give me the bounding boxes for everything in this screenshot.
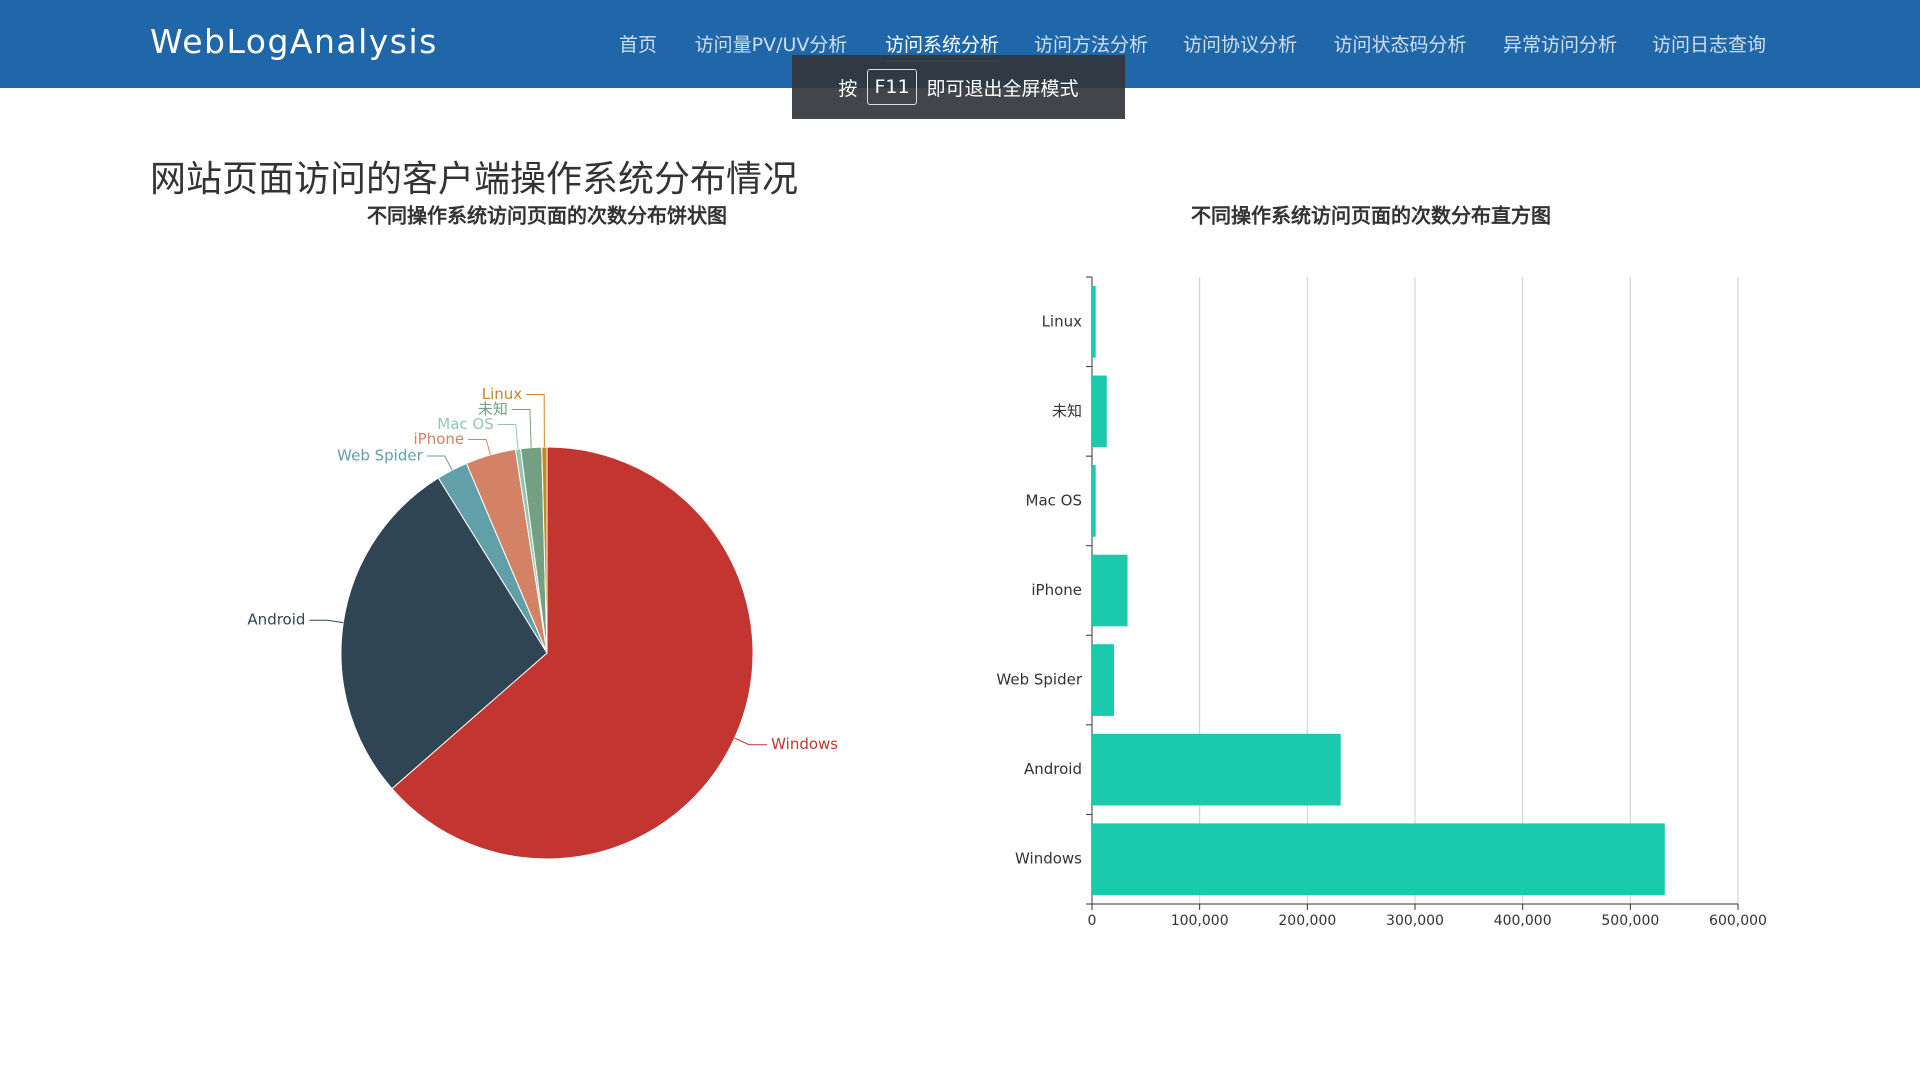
bar (1092, 465, 1096, 537)
y-tick-label: Web Spider (996, 671, 1082, 689)
bar (1092, 823, 1665, 896)
y-tick-label: Linux (1042, 312, 1083, 330)
pie-label: Android (247, 611, 305, 629)
pie-label: Web Spider (337, 446, 423, 464)
pie-slice (391, 446, 754, 860)
x-tick-label: 200,000 (1278, 913, 1336, 929)
nav-item[interactable]: 访问日志查询 (1651, 34, 1767, 56)
y-tick-label: Mac OS (1026, 491, 1082, 509)
hint-text: 按 (838, 77, 858, 100)
pie-label: 未知 (478, 400, 508, 418)
nav-item[interactable]: 访问状态码分析 (1333, 34, 1467, 56)
bar (1092, 644, 1115, 716)
label-line (511, 409, 532, 448)
pie-slice (340, 477, 548, 790)
x-tick-label: 400,000 (1494, 913, 1552, 929)
label-line (497, 424, 519, 450)
chart-title: 不同操作系统访问页面的次数分布直方图 (1191, 204, 1551, 228)
nav-item[interactable]: 异常访问分析 (1502, 34, 1618, 56)
pie-label: Mac OS (437, 415, 493, 433)
label-line (309, 619, 344, 624)
nav-item[interactable]: 访问协议分析 (1182, 34, 1298, 56)
y-tick-label: 未知 (1052, 402, 1082, 420)
x-tick-label: 100,000 (1171, 913, 1229, 929)
hint-text: 即可退出全屏模式 (926, 77, 1079, 100)
bar (1092, 375, 1107, 448)
chart-title: 不同操作系统访问页面的次数分布饼状图 (367, 204, 727, 228)
page-title: 网站页面访问的客户端操作系统分布情况 (150, 159, 799, 200)
bar (1092, 733, 1341, 806)
pie-label: iPhone (413, 430, 464, 448)
x-tick-label: 600,000 (1709, 913, 1767, 929)
label-line (426, 455, 453, 471)
x-tick-label: 500,000 (1601, 913, 1659, 929)
nav-item[interactable]: 首页 (618, 34, 658, 56)
label-line (526, 394, 545, 448)
x-tick-label: 0 (1088, 913, 1097, 929)
label-line (468, 439, 491, 456)
y-tick-label: Windows (1015, 850, 1082, 868)
brand[interactable]: WebLogAnalysis (150, 22, 438, 61)
y-tick-label: iPhone (1031, 581, 1082, 599)
bar (1092, 554, 1128, 627)
bar (1092, 285, 1096, 358)
label-line (734, 737, 768, 746)
fullscreen-hint: 按 F11 即可退出全屏模式 (792, 55, 1125, 119)
hint-key: F11 (867, 69, 917, 105)
pie-label: Windows (771, 735, 838, 753)
nav-item[interactable]: 访问量PV/UV分析 (694, 34, 848, 56)
y-tick-label: Android (1024, 760, 1082, 778)
pie-label: Linux (482, 385, 523, 403)
x-tick-label: 300,000 (1386, 913, 1444, 929)
nav-item[interactable]: 访问方法分析 (1033, 34, 1149, 56)
